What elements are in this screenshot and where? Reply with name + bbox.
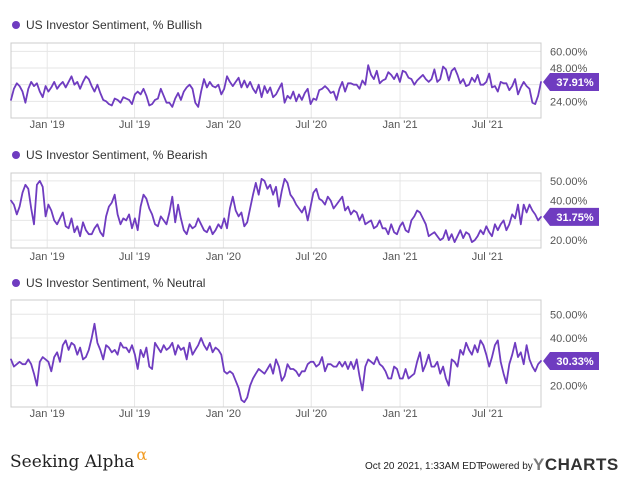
y-tick-label: 60.00% — [550, 46, 588, 58]
legend-label: US Investor Sentiment, % Bullish — [26, 18, 203, 32]
y-tick-label: 20.00% — [550, 381, 588, 393]
legend-dot-icon — [12, 20, 20, 29]
y-tick-label: 20.00% — [550, 235, 588, 247]
y-tick-label: 40.00% — [550, 333, 588, 345]
y-tick-label: 40.00% — [550, 196, 588, 208]
latest-value-label: 30.33% — [556, 356, 594, 368]
x-tick-label: Jul '20 — [296, 251, 327, 263]
ycharts-y: Y — [533, 455, 545, 474]
x-tick-label: Jul '20 — [296, 408, 327, 420]
series-line — [10, 177, 542, 243]
legend-dot-icon — [12, 150, 20, 159]
y-tick-label: 50.00% — [550, 309, 588, 321]
y-tick-label: 48.00% — [550, 63, 588, 75]
series-line — [10, 64, 542, 108]
x-tick-label: Jul '21 — [472, 119, 503, 131]
legend-bearish: US Investor Sentiment, % Bearish — [12, 148, 207, 162]
ycharts-rest: CHARTS — [544, 455, 619, 474]
latest-value-badge — [543, 352, 599, 371]
x-tick-label: Jul '21 — [472, 251, 503, 263]
x-tick-label: Jul '19 — [119, 251, 150, 263]
seeking-alpha-logo[interactable]: Seeking Alpha α — [10, 445, 147, 472]
legend-label: US Investor Sentiment, % Bearish — [26, 148, 208, 162]
x-tick-label: Jan '20 — [206, 251, 241, 263]
series-line — [10, 322, 542, 404]
legend-bullish: US Investor Sentiment, % Bullish — [12, 18, 202, 32]
x-tick-label: Jan '21 — [382, 408, 417, 420]
x-tick-label: Jan '20 — [206, 119, 241, 131]
footer: Seeking Alpha α Oct 20 2021, 1:33AM EDT. … — [0, 445, 639, 482]
legend-neutral: US Investor Sentiment, % Neutral — [12, 276, 205, 290]
legend-label: US Investor Sentiment, % Neutral — [26, 276, 206, 290]
x-tick-label: Jul '19 — [119, 119, 150, 131]
brand-name: Seeking Alpha — [10, 452, 135, 472]
x-tick-label: Jan '19 — [30, 119, 65, 131]
x-tick-label: Jan '19 — [30, 251, 65, 263]
x-tick-label: Jan '19 — [30, 408, 65, 420]
plot-frame — [10, 299, 542, 408]
latest-value-badge — [543, 207, 599, 226]
x-tick-label: Jul '20 — [296, 119, 327, 131]
y-tick-label: 24.00% — [550, 96, 588, 108]
latest-value-label: 37.91% — [556, 77, 594, 89]
plot-frame — [10, 42, 542, 119]
ycharts-logo[interactable]: YCHARTS — [533, 455, 619, 475]
x-tick-label: Jan '20 — [206, 408, 241, 420]
x-tick-label: Jul '19 — [119, 408, 150, 420]
y-tick-label: 50.00% — [550, 176, 588, 188]
powered-by-label: Powered by — [480, 461, 533, 472]
x-tick-label: Jan '21 — [382, 251, 417, 263]
x-tick-label: Jul '21 — [472, 408, 503, 420]
legend-dot-icon — [12, 278, 20, 287]
plot-frame — [10, 172, 542, 249]
x-tick-label: Jan '21 — [382, 119, 417, 131]
timestamp: Oct 20 2021, 1:33AM EDT. — [365, 461, 484, 472]
latest-value-label: 31.75% — [556, 212, 594, 224]
latest-value-badge — [543, 73, 599, 92]
alpha-icon: α — [136, 445, 148, 464]
